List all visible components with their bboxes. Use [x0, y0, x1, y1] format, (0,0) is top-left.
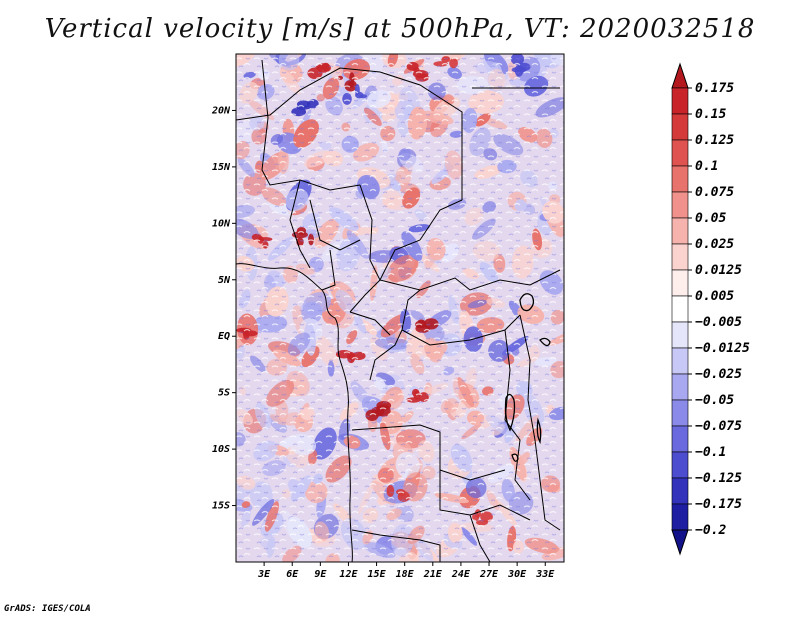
colorbar-label: 0.075 — [695, 185, 734, 200]
colorbar-label: 0.0125 — [695, 263, 742, 278]
colorbar-segment — [671, 347, 689, 375]
colorbar-label: 0.175 — [695, 81, 734, 96]
lakes — [504, 293, 551, 462]
lon-tick-label: 3E — [257, 569, 271, 580]
colorbar-label: −0.125 — [695, 471, 742, 486]
lat-tick-label: 15N — [212, 162, 231, 173]
colorbar-label: 0.1 — [695, 159, 718, 174]
colorbar-segment — [671, 139, 689, 167]
colorbar-segment — [671, 503, 689, 531]
lon-tick-label: 27E — [479, 569, 499, 580]
colorbar-label: −0.05 — [695, 393, 734, 408]
colorbar-segment — [671, 425, 689, 453]
colorbar-segment — [671, 165, 689, 193]
colorbar-label: 0.05 — [695, 211, 726, 226]
colorbar-label: −0.1 — [695, 445, 726, 460]
lon-tick-label: 15E — [368, 569, 387, 580]
lat-tick-label: 20N — [211, 105, 231, 116]
colorbar-segment — [671, 477, 689, 505]
colorbar-label: −0.075 — [695, 419, 742, 434]
colorbar-segment — [671, 191, 689, 219]
axis-labels: 3E 6E 9E 12E 15E 18E 21E 24E 27E 30E 33E 20N 15N 10N 5… — [211, 105, 555, 580]
map-frame — [235, 53, 565, 563]
lon-tick-label: 24E — [451, 569, 471, 580]
colorbar-segment — [671, 113, 689, 141]
colorbar-bottom-arrow — [671, 529, 689, 556]
colorbar-label: 0.025 — [695, 237, 734, 252]
axis-ticks — [232, 109, 546, 566]
colorbar-top-arrow — [671, 62, 689, 89]
lat-tick-label: 10N — [212, 218, 231, 229]
lat-tick-label: 15S — [212, 501, 230, 512]
lon-tick-label: 12E — [339, 569, 358, 580]
colorbar-segment — [671, 399, 689, 427]
lon-tick-label: 33E — [535, 569, 555, 580]
colorbar-segment — [671, 321, 689, 349]
colorbar-segment — [671, 295, 689, 323]
lat-tick-label: 5N — [218, 275, 231, 286]
colorbar-label: 0.15 — [695, 107, 726, 122]
colorbar-label: −0.175 — [695, 497, 742, 512]
colorbar-segment — [671, 373, 689, 401]
colorbar-segment — [671, 217, 689, 245]
colorbar-label: −0.025 — [695, 367, 742, 382]
chart-title: Vertical velocity [m/s] at 500hPa, VT: 2… — [44, 14, 756, 44]
lon-tick-label: 30E — [507, 569, 527, 580]
credit-label: GrADS: IGES/COLA — [4, 604, 91, 614]
colorbar-label: 0.125 — [695, 133, 734, 148]
colorbar-segment — [671, 451, 689, 479]
lat-tick-label: 5S — [218, 388, 230, 399]
lon-tick-label: 9E — [314, 569, 327, 580]
colorbar-segment — [671, 87, 689, 115]
colorbar-label: −0.0125 — [695, 341, 750, 356]
lat-tick-label: EQ — [218, 331, 230, 342]
colorbar-label: −0.2 — [695, 523, 726, 538]
colorbar-segment — [671, 269, 689, 297]
lon-tick-label: 18E — [396, 569, 415, 580]
lat-tick-label: 10S — [212, 444, 230, 455]
country-borders — [236, 59, 561, 562]
colorbar-segment — [671, 243, 689, 271]
lon-tick-label: 6E — [286, 569, 299, 580]
lon-tick-label: 21E — [423, 569, 443, 580]
colorbar-label: 0.005 — [695, 289, 734, 304]
colorbar-label: −0.005 — [695, 315, 742, 330]
